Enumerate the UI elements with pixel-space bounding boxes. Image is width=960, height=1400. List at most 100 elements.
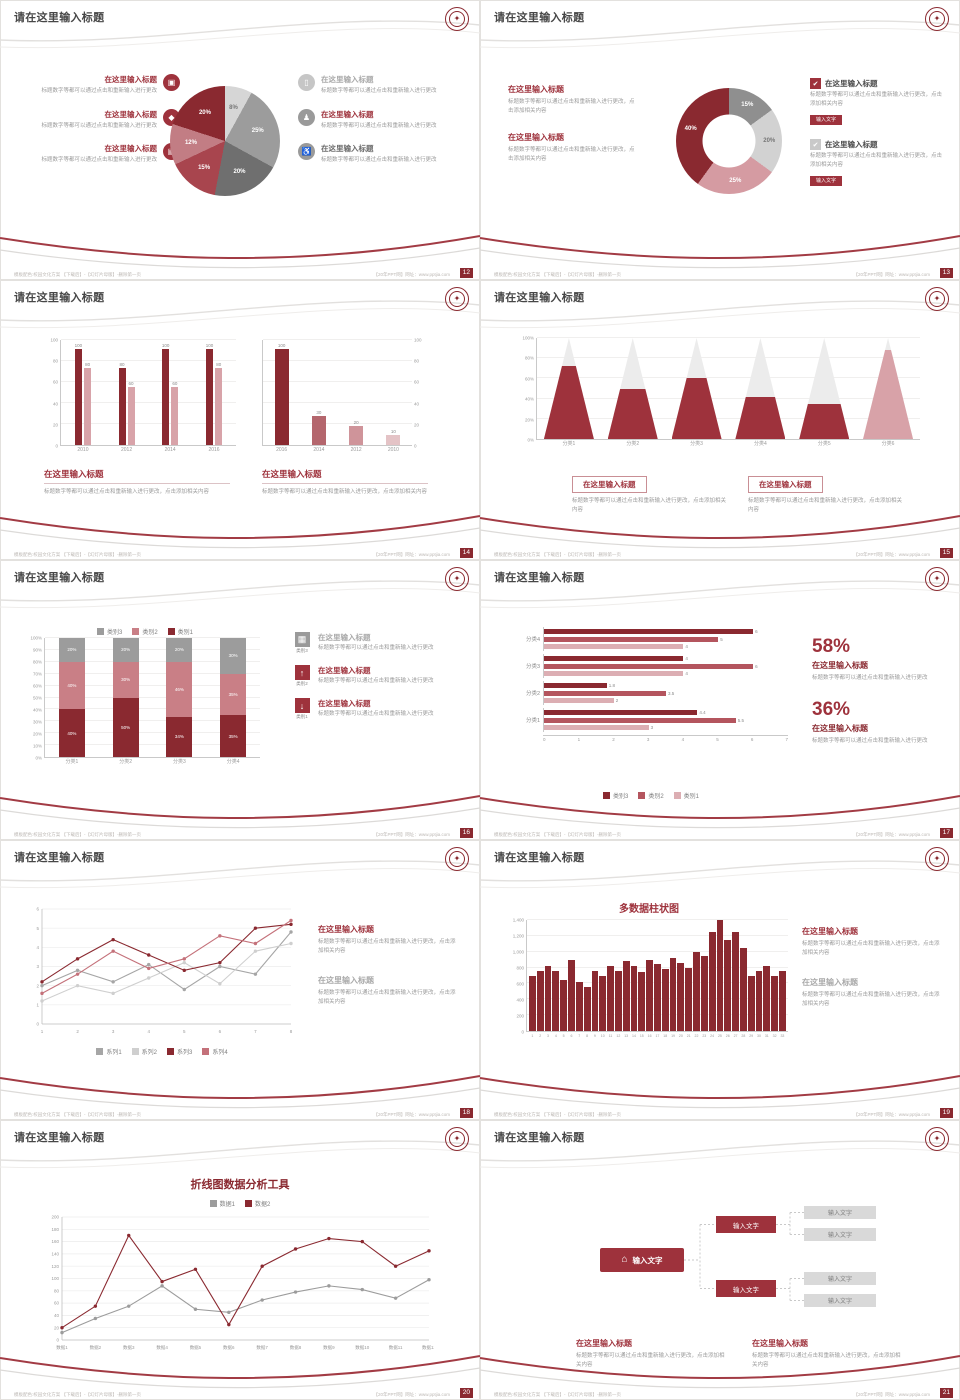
svg-text:3: 3 [112, 1029, 115, 1034]
item-description: 标题数字等都可以通过点击和重新输入进行更改 [318, 678, 434, 684]
text-block[interactable]: 在这里输入标题 标题数字等都可以通过点击和重新输入进行更改，点击添加相关内容 [508, 132, 636, 163]
text-block[interactable]: 在这里输入标题 标题数字等都可以通过点击和重新输入进行更改，点击添加相关内容 [576, 1338, 726, 1369]
slide-14[interactable]: 请在这里输入标题 ✦ 0 20 40 60 80 100 100 80 2010 80 60 2012… [0, 280, 480, 560]
top-swoosh-decoration [0, 1140, 480, 1169]
diagram-leaf-node[interactable]: 输入文字 [804, 1272, 876, 1285]
slide-13[interactable]: 请在这里输入标题 ✦ 在这里输入标题 标题数字等都可以通过点击和重新输入进行更改，… [480, 0, 960, 280]
footer-left-text: 模板配色:校园文化方案 【下载后】-【幻灯片母版】-删除第一页 [494, 1392, 621, 1397]
footer-right-text: 【20年PPT网】网址：www.pptjia.com [373, 1392, 450, 1397]
text-block[interactable]: 在这里输入标题 标题数字等都可以通过点击和重新输入进行更改，点击添加相关内容 [318, 924, 460, 955]
wheelchair-icon: ♿ [298, 143, 315, 161]
bottom-swoosh-decoration [480, 795, 960, 829]
donut-chart: 15% 20% 25% 40% [676, 88, 782, 194]
checkbox-icon[interactable]: ✔ [810, 78, 821, 89]
footer-left-text: 模板配色:校园文化方案 【下载后】-【幻灯片母版】-删除第一页 [14, 1392, 141, 1397]
svg-text:数据7: 数据7 [256, 1344, 268, 1351]
svg-text:6: 6 [219, 1029, 222, 1034]
legend-item[interactable]: ▯ 在这里输入标题 标题数字等都可以通过点击和重新输入进行更改 [298, 74, 452, 96]
top-swoosh-decoration [480, 580, 960, 609]
category-row[interactable]: ▦ 类别3 在这里输入标题 标题数字等都可以通过点击和重新输入进行更改 [292, 632, 468, 654]
node-label: 输入文字 [733, 1286, 759, 1294]
item-description: 标题数字等都可以通过点击和重新输入进行更改 [41, 88, 157, 94]
text-block[interactable]: 在这里输入标题 标题数字等都可以通过点击和重新输入进行更改，点击添加相关内容 [748, 474, 903, 514]
chart-legend: 类别3 类别2 类别1 [514, 786, 788, 804]
slide-20[interactable]: 请在这里输入标题 ✦ 折线图数据分析工具 数据1 数据2 0 20 40 60 80 100… [0, 1120, 480, 1400]
svg-text:3: 3 [36, 964, 39, 969]
chart-legend: 类别3 类别2 类别1 [30, 622, 260, 640]
item-title: 在这里输入标题 [318, 699, 371, 708]
item-title: 在这里输入标题 [825, 79, 878, 88]
pie-legend-right: ▯ 在这里输入标题 标题数字等都可以通过点击和重新输入进行更改 ♟ 在这里输入标题… [298, 74, 452, 165]
svg-text:1: 1 [41, 1029, 44, 1034]
slide-12[interactable]: 请在这里输入标题 ✦ 在这里输入标题 标题数字等都可以通过点击和重新输入进行更改 … [0, 0, 480, 280]
text-block[interactable]: 在这里输入标题 标题数字等都可以通过点击和重新输入进行更改，点击添加相关内容 [318, 975, 460, 1006]
text-block[interactable]: 在这里输入标题 标题数字等都可以通过点击和重新输入进行更改，点击添加相关内容 [508, 84, 636, 115]
text-block[interactable]: 在这里输入标题 标题数字等都可以通过点击和重新输入进行更改，点击添加相关内容 [802, 977, 940, 1008]
slide-16[interactable]: 请在这里输入标题 ✦ 类别3 类别2 类别1 0% 10% 20% 30% 40% 50% 60… [0, 560, 480, 840]
legend-item[interactable]: ♟ 在这里输入标题 标题数字等都可以通过点击和重新输入进行更改 [298, 108, 452, 131]
svg-text:1: 1 [36, 1002, 39, 1007]
diagram-leaf-node[interactable]: 输入文字 [804, 1294, 876, 1307]
input-text-badge[interactable]: 输入文字 [810, 114, 843, 125]
stat-block[interactable]: 58% 在这里输入标题 标题数字等都可以通过点击和重新输入进行更改 [812, 636, 940, 683]
diagram-root-node[interactable]: ⌂ 输入文字 [600, 1248, 684, 1272]
category-row[interactable]: ↓ 类别1 在这里输入标题 标题数字等都可以通过点击和重新输入进行更改 [292, 698, 468, 720]
item-title: 在这里输入标题 [104, 75, 158, 84]
stat-percentage: 58% [812, 636, 851, 657]
chart-title: 折线图数据分析工具 [190, 1179, 290, 1191]
diagram-branch-node[interactable]: 输入文字 [716, 1280, 776, 1297]
text-block[interactable]: 在这里输入标题 标题数字等都可以通过点击和重新输入进行更改，点击添加相关内容 [572, 474, 727, 514]
svg-text:8: 8 [290, 1029, 293, 1034]
input-text-badge[interactable]: 输入文字 [810, 175, 843, 186]
school-logo-emblem: ✦ [929, 1131, 945, 1147]
slide-15[interactable]: 请在这里输入标题 ✦ 0% 20% 40% 60% 80% 100% 分类1 分类2 分类3 分类… [480, 280, 960, 560]
svg-text:数据11: 数据11 [389, 1344, 403, 1351]
text-block[interactable]: 在这里输入标题 标题数字等都可以通过点击和重新输入进行更改，点击添加相关内容 [802, 926, 940, 957]
page-number: 20 [459, 1387, 473, 1398]
school-logo: ✦ [925, 7, 949, 31]
checkbox-icon[interactable]: ✔ [810, 139, 821, 151]
item-title: 在这里输入标题 [752, 1339, 808, 1348]
slide-17[interactable]: 请在这里输入标题 ✦ 分类4 6 5 4 分类3 4 6 4 分类2 1.8 3.5 2 分类1 4.4 5… [480, 560, 960, 840]
home-icon: ⌂ [621, 1254, 628, 1265]
checklist-item[interactable]: ✔ 在这里输入标题 标题数字等都可以通过点击和重新输入进行更改，点击添加相关内容 … [810, 139, 946, 187]
item-description: 标题数字等都可以通过点击和重新输入进行更改 [812, 737, 928, 744]
slide-footer: 模板配色:校园文化方案 【下载后】-【幻灯片母版】-删除第一页 【20年PPT网】… [494, 272, 930, 278]
item-title: 在这里输入标题 [825, 140, 878, 150]
school-logo-emblem: ✦ [449, 291, 465, 307]
item-title: 在这里输入标题 [318, 925, 374, 934]
school-logo-emblem: ✦ [929, 851, 945, 867]
checklist-item[interactable]: ✔ 在这里输入标题 标题数字等都可以通过点击和重新输入进行更改，点击添加相关内容 … [810, 78, 946, 126]
donut-left-blocks: 在这里输入标题 标题数字等都可以通过点击和重新输入进行更改，点击添加相关内容 在这… [508, 84, 636, 163]
legend-item[interactable]: ♿ 在这里输入标题 标题数字等都可以通过点击和重新输入进行更改 [298, 143, 452, 165]
slide-title: 请在这里输入标题 [494, 1132, 585, 1144]
chart-title: 多数据柱状图 [619, 904, 679, 915]
svg-text:数据4: 数据4 [156, 1344, 168, 1351]
text-block[interactable]: 在这里输入标题 标题数字等都可以通过点击和重新输入进行更改，点击添加相关内容 [752, 1338, 902, 1369]
item-title: 在这里输入标题 [802, 978, 858, 988]
legend-item[interactable]: 在这里输入标题 标题数字等都可以通过点击和重新输入进行更改 ◆ [30, 108, 180, 131]
item-description: 标题数字等都可以通过点击和重新输入进行更改，点击添加相关内容 [810, 153, 943, 168]
legend-item[interactable]: 在这里输入标题 标题数字等都可以通过点击和重新输入进行更改 ▣ [30, 74, 180, 96]
category-row[interactable]: ↑ 类别2 在这里输入标题 标题数字等都可以通过点击和重新输入进行更改 [292, 665, 468, 687]
footer-right-text: 【20年PPT网】网址：www.pptjia.com [373, 1112, 450, 1117]
slide-19[interactable]: 请在这里输入标题 ✦ 多数据柱状图 0 200 400 600 800 1,000 1,20… [480, 840, 960, 1120]
diagram-branch-node[interactable]: 输入文字 [716, 1216, 776, 1233]
svg-text:0: 0 [56, 1338, 59, 1343]
footer-right-text: 【20年PPT网】网址：www.pptjia.com [373, 272, 450, 277]
svg-text:数据9: 数据9 [323, 1344, 335, 1351]
stat-block[interactable]: 36% 在这里输入标题 标题数字等都可以通过点击和重新输入进行更改 [812, 699, 940, 746]
svg-text:数据8: 数据8 [290, 1344, 302, 1351]
school-logo-emblem: ✦ [929, 11, 945, 27]
text-block[interactable]: 在这里输入标题 标题数字等都可以通过点击和重新输入进行更改，点击添加相关内容 [44, 468, 230, 497]
slide-footer: 模板配色:校园文化方案 【下载后】-【幻灯片母版】-删除第一页 【20年PPT网】… [494, 1392, 930, 1398]
text-blocks: 在这里输入标题 标题数字等都可以通过点击和重新输入进行更改，点击添加相关内容 在这… [802, 926, 940, 1008]
text-block[interactable]: 在这里输入标题 标题数字等都可以通过点击和重新输入进行更改，点击添加相关内容 [262, 468, 428, 497]
diagram-leaf-node[interactable]: 输入文字 [804, 1206, 876, 1219]
item-description: 标题数字等都可以通过点击和重新输入进行更改，点击添加相关内容 [508, 99, 635, 114]
page-number: 15 [939, 547, 953, 558]
slide-21[interactable]: 请在这里输入标题 ✦ ⌂ 输入文字 输入文字 输入文字 输入文字 输入文字 输入文… [480, 1120, 960, 1400]
diagram-leaf-node[interactable]: 输入文字 [804, 1228, 876, 1241]
